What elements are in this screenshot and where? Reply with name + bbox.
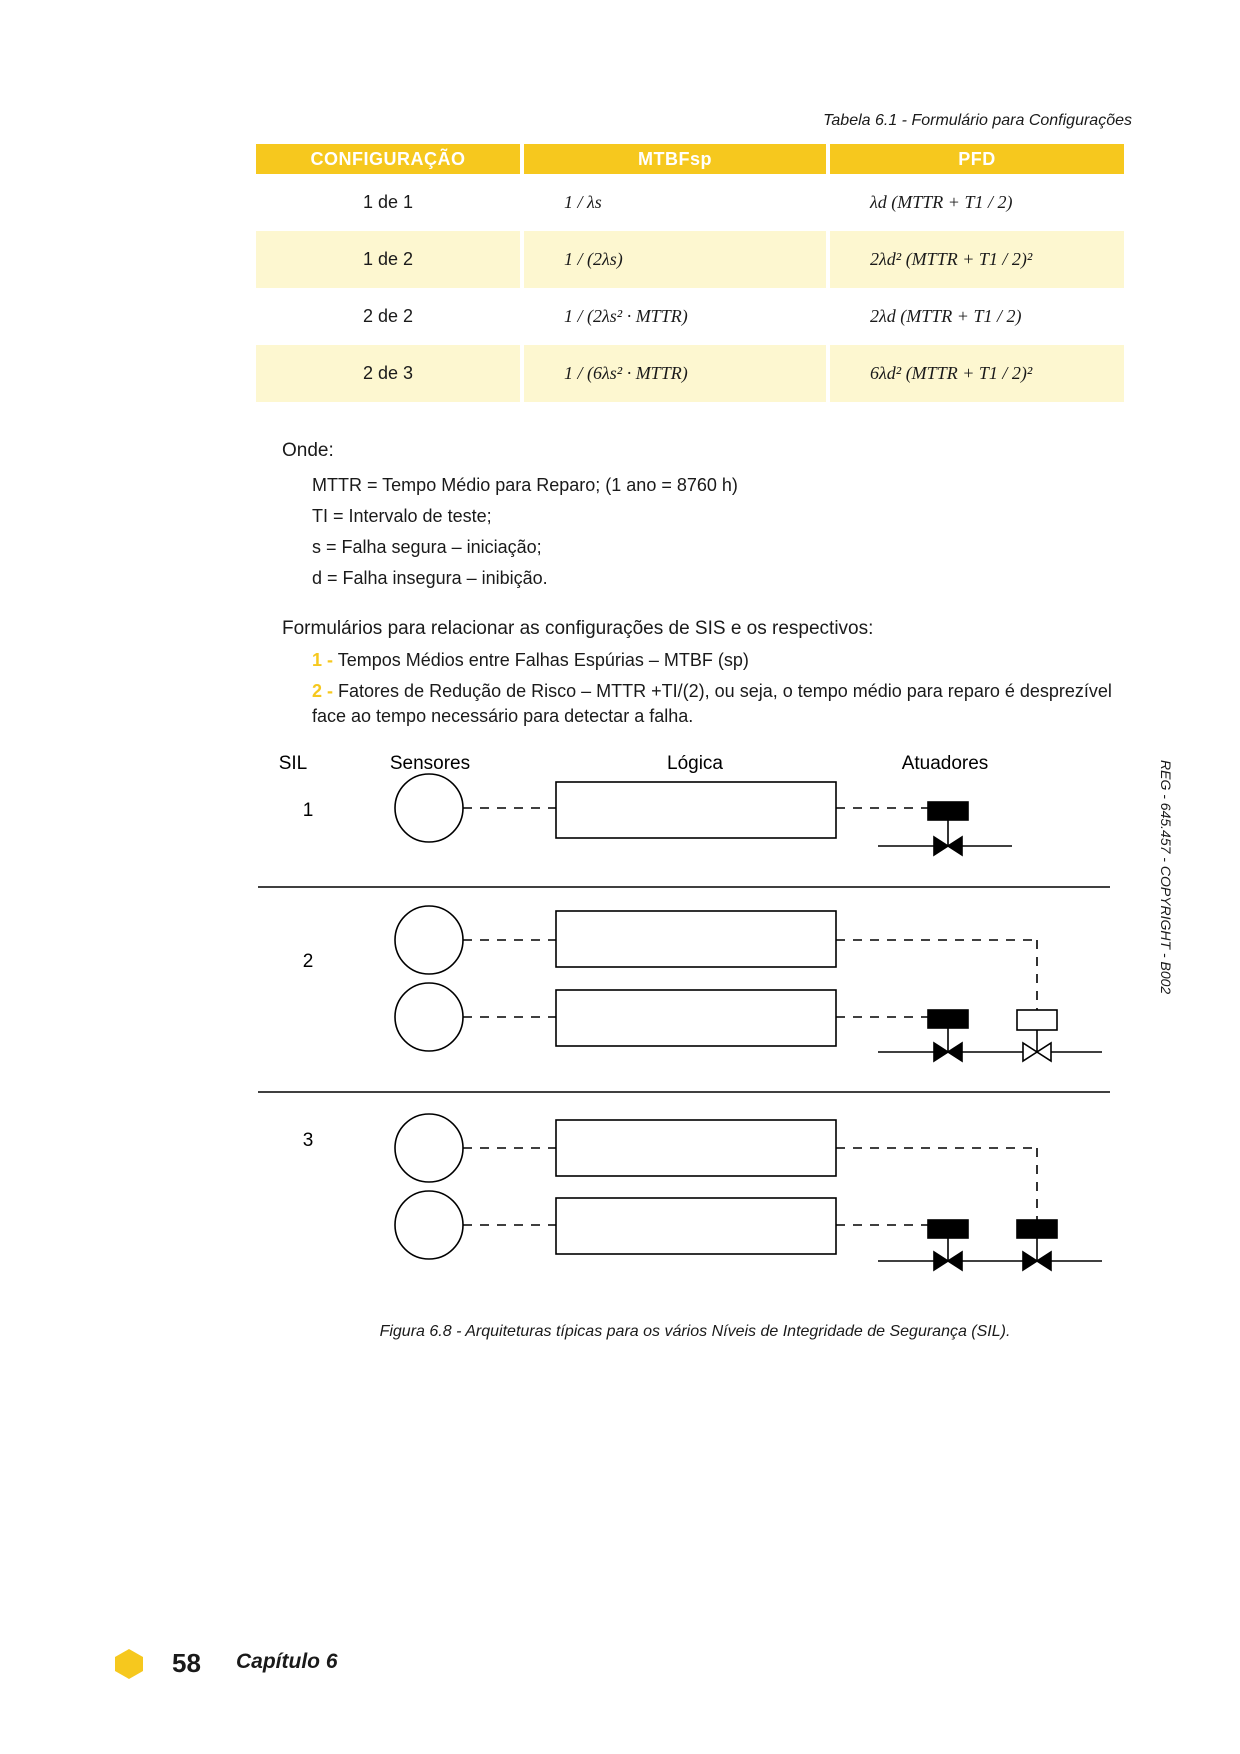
list-item-text: Fatores de Redução de Risco – MTTR +TI/(… bbox=[312, 681, 1112, 726]
sil-level-2-label: 2 bbox=[303, 951, 314, 972]
diagram-header-sensores: Sensores bbox=[390, 753, 470, 774]
config-cell: 1 de 1 bbox=[362, 192, 414, 212]
sensor-circle bbox=[394, 773, 464, 843]
definition-d: d = Falha insegura – inibição. bbox=[312, 568, 548, 588]
diagram-header-sil: SIL bbox=[279, 753, 308, 774]
config-cell: 2 de 2 bbox=[362, 306, 414, 326]
sil-level-3-label: 3 bbox=[303, 1130, 314, 1151]
formularios-list: 1 - Tempos Médios entre Falhas Espúrias … bbox=[312, 648, 1132, 735]
list-item: 1 - Tempos Médios entre Falhas Espúrias … bbox=[312, 648, 1132, 673]
actuator-block bbox=[927, 801, 969, 821]
valve-open-icon bbox=[1022, 1041, 1052, 1063]
table-caption: Tabela 6.1 - Formulário para Configuraçõ… bbox=[823, 112, 1132, 129]
actuator-block-open bbox=[1016, 1009, 1058, 1031]
pfd-formula: 2λd² (MTTR + T1 / 2)² bbox=[830, 231, 1124, 288]
config-cell: 1 de 2 bbox=[256, 231, 520, 288]
definitions-list: MTTR = Tempo Médio para Reparo; (1 ano =… bbox=[312, 470, 738, 594]
list-item-number: 1 - bbox=[312, 650, 334, 670]
table-row: 1 de 2 1 / (2λs) 2λd² (MTTR + T1 / 2)² bbox=[256, 231, 1124, 288]
table-header-row: CONFIGURAÇÃO MTBFsp PFD bbox=[256, 144, 1124, 174]
formularios-intro: Formulários para relacionar as configura… bbox=[282, 618, 874, 639]
config-cell: 2 de 3 bbox=[256, 345, 520, 402]
diagram-header-logica: Lógica bbox=[667, 753, 723, 774]
sil-level-1-label: 1 bbox=[303, 800, 314, 821]
logic-box bbox=[555, 1119, 837, 1177]
actuator-block bbox=[1016, 1219, 1058, 1239]
mtbf-formula: 1 / (2λs) bbox=[524, 231, 826, 288]
sensor-circle bbox=[394, 1190, 464, 1260]
pfd-formula: 6λd² (MTTR + T1 / 2)² bbox=[830, 345, 1124, 402]
mtbf-formula: 1 / (6λs² · MTTR) bbox=[524, 345, 826, 402]
sil-architecture-diagram: SIL Sensores Lógica Atuadores 1 2 3 bbox=[258, 753, 1110, 1272]
list-item: 2 - Fatores de Redução de Risco – MTTR +… bbox=[312, 679, 1132, 729]
valve-icon bbox=[933, 835, 963, 857]
table-row: 2 de 2 1 / (2λs² · MTTR) 2λd (MTTR + T1 … bbox=[256, 288, 1124, 345]
mtbf-formula: 1 / λs bbox=[564, 192, 602, 212]
definition-s: s = Falha segura – iniciação; bbox=[312, 537, 542, 557]
logic-box bbox=[555, 910, 837, 968]
sil-3-chain bbox=[394, 1113, 1102, 1272]
valve-icon bbox=[1022, 1250, 1052, 1272]
definition-ti: TI = Intervalo de teste; bbox=[312, 506, 492, 526]
configuration-formula-table: CONFIGURAÇÃO MTBFsp PFD 1 de 1 1 / λs λd… bbox=[252, 144, 1128, 402]
header-configuracao: CONFIGURAÇÃO bbox=[256, 144, 520, 174]
onde-title: Onde: bbox=[282, 440, 334, 461]
pfd-formula: 2λd (MTTR + T1 / 2) bbox=[870, 306, 1022, 326]
sil-1-chain bbox=[394, 773, 1012, 857]
figure-caption: Figura 6.8 - Arquiteturas típicas para o… bbox=[379, 1323, 1011, 1340]
table-row: 1 de 1 1 / λs λd (MTTR + T1 / 2) bbox=[256, 174, 1124, 231]
table-row: 2 de 3 1 / (6λs² · MTTR) 6λd² (MTTR + T1… bbox=[256, 345, 1124, 402]
logic-box bbox=[555, 781, 837, 839]
logic-box bbox=[555, 989, 837, 1047]
actuator-block bbox=[927, 1009, 969, 1029]
hexagon-icon bbox=[115, 1649, 143, 1679]
pfd-formula: λd (MTTR + T1 / 2) bbox=[870, 192, 1013, 212]
copyright-side-text: REG - 645.457 - COPYRIGHT - B002 bbox=[1158, 760, 1174, 995]
header-pfd: PFD bbox=[830, 144, 1124, 174]
valve-icon bbox=[933, 1250, 963, 1272]
list-item-number: 2 - bbox=[312, 681, 334, 701]
sensor-circle bbox=[394, 982, 464, 1052]
mtbf-formula: 1 / (2λs² · MTTR) bbox=[564, 306, 688, 326]
logic-box bbox=[555, 1197, 837, 1255]
definition-mttr: MTTR = Tempo Médio para Reparo; (1 ano =… bbox=[312, 475, 738, 495]
sensor-circle bbox=[394, 905, 464, 975]
header-mtbfsp: MTBFsp bbox=[524, 144, 826, 174]
sil-2-chain bbox=[394, 905, 1102, 1063]
page-number: 58 bbox=[172, 1648, 201, 1678]
actuator-block bbox=[927, 1219, 969, 1239]
valve-icon bbox=[933, 1041, 963, 1063]
chapter-label: Capítulo 6 bbox=[236, 1650, 338, 1673]
list-item-text: Tempos Médios entre Falhas Espúrias – MT… bbox=[337, 650, 749, 670]
sensor-circle bbox=[394, 1113, 464, 1183]
diagram-header-atuadores: Atuadores bbox=[902, 753, 989, 774]
